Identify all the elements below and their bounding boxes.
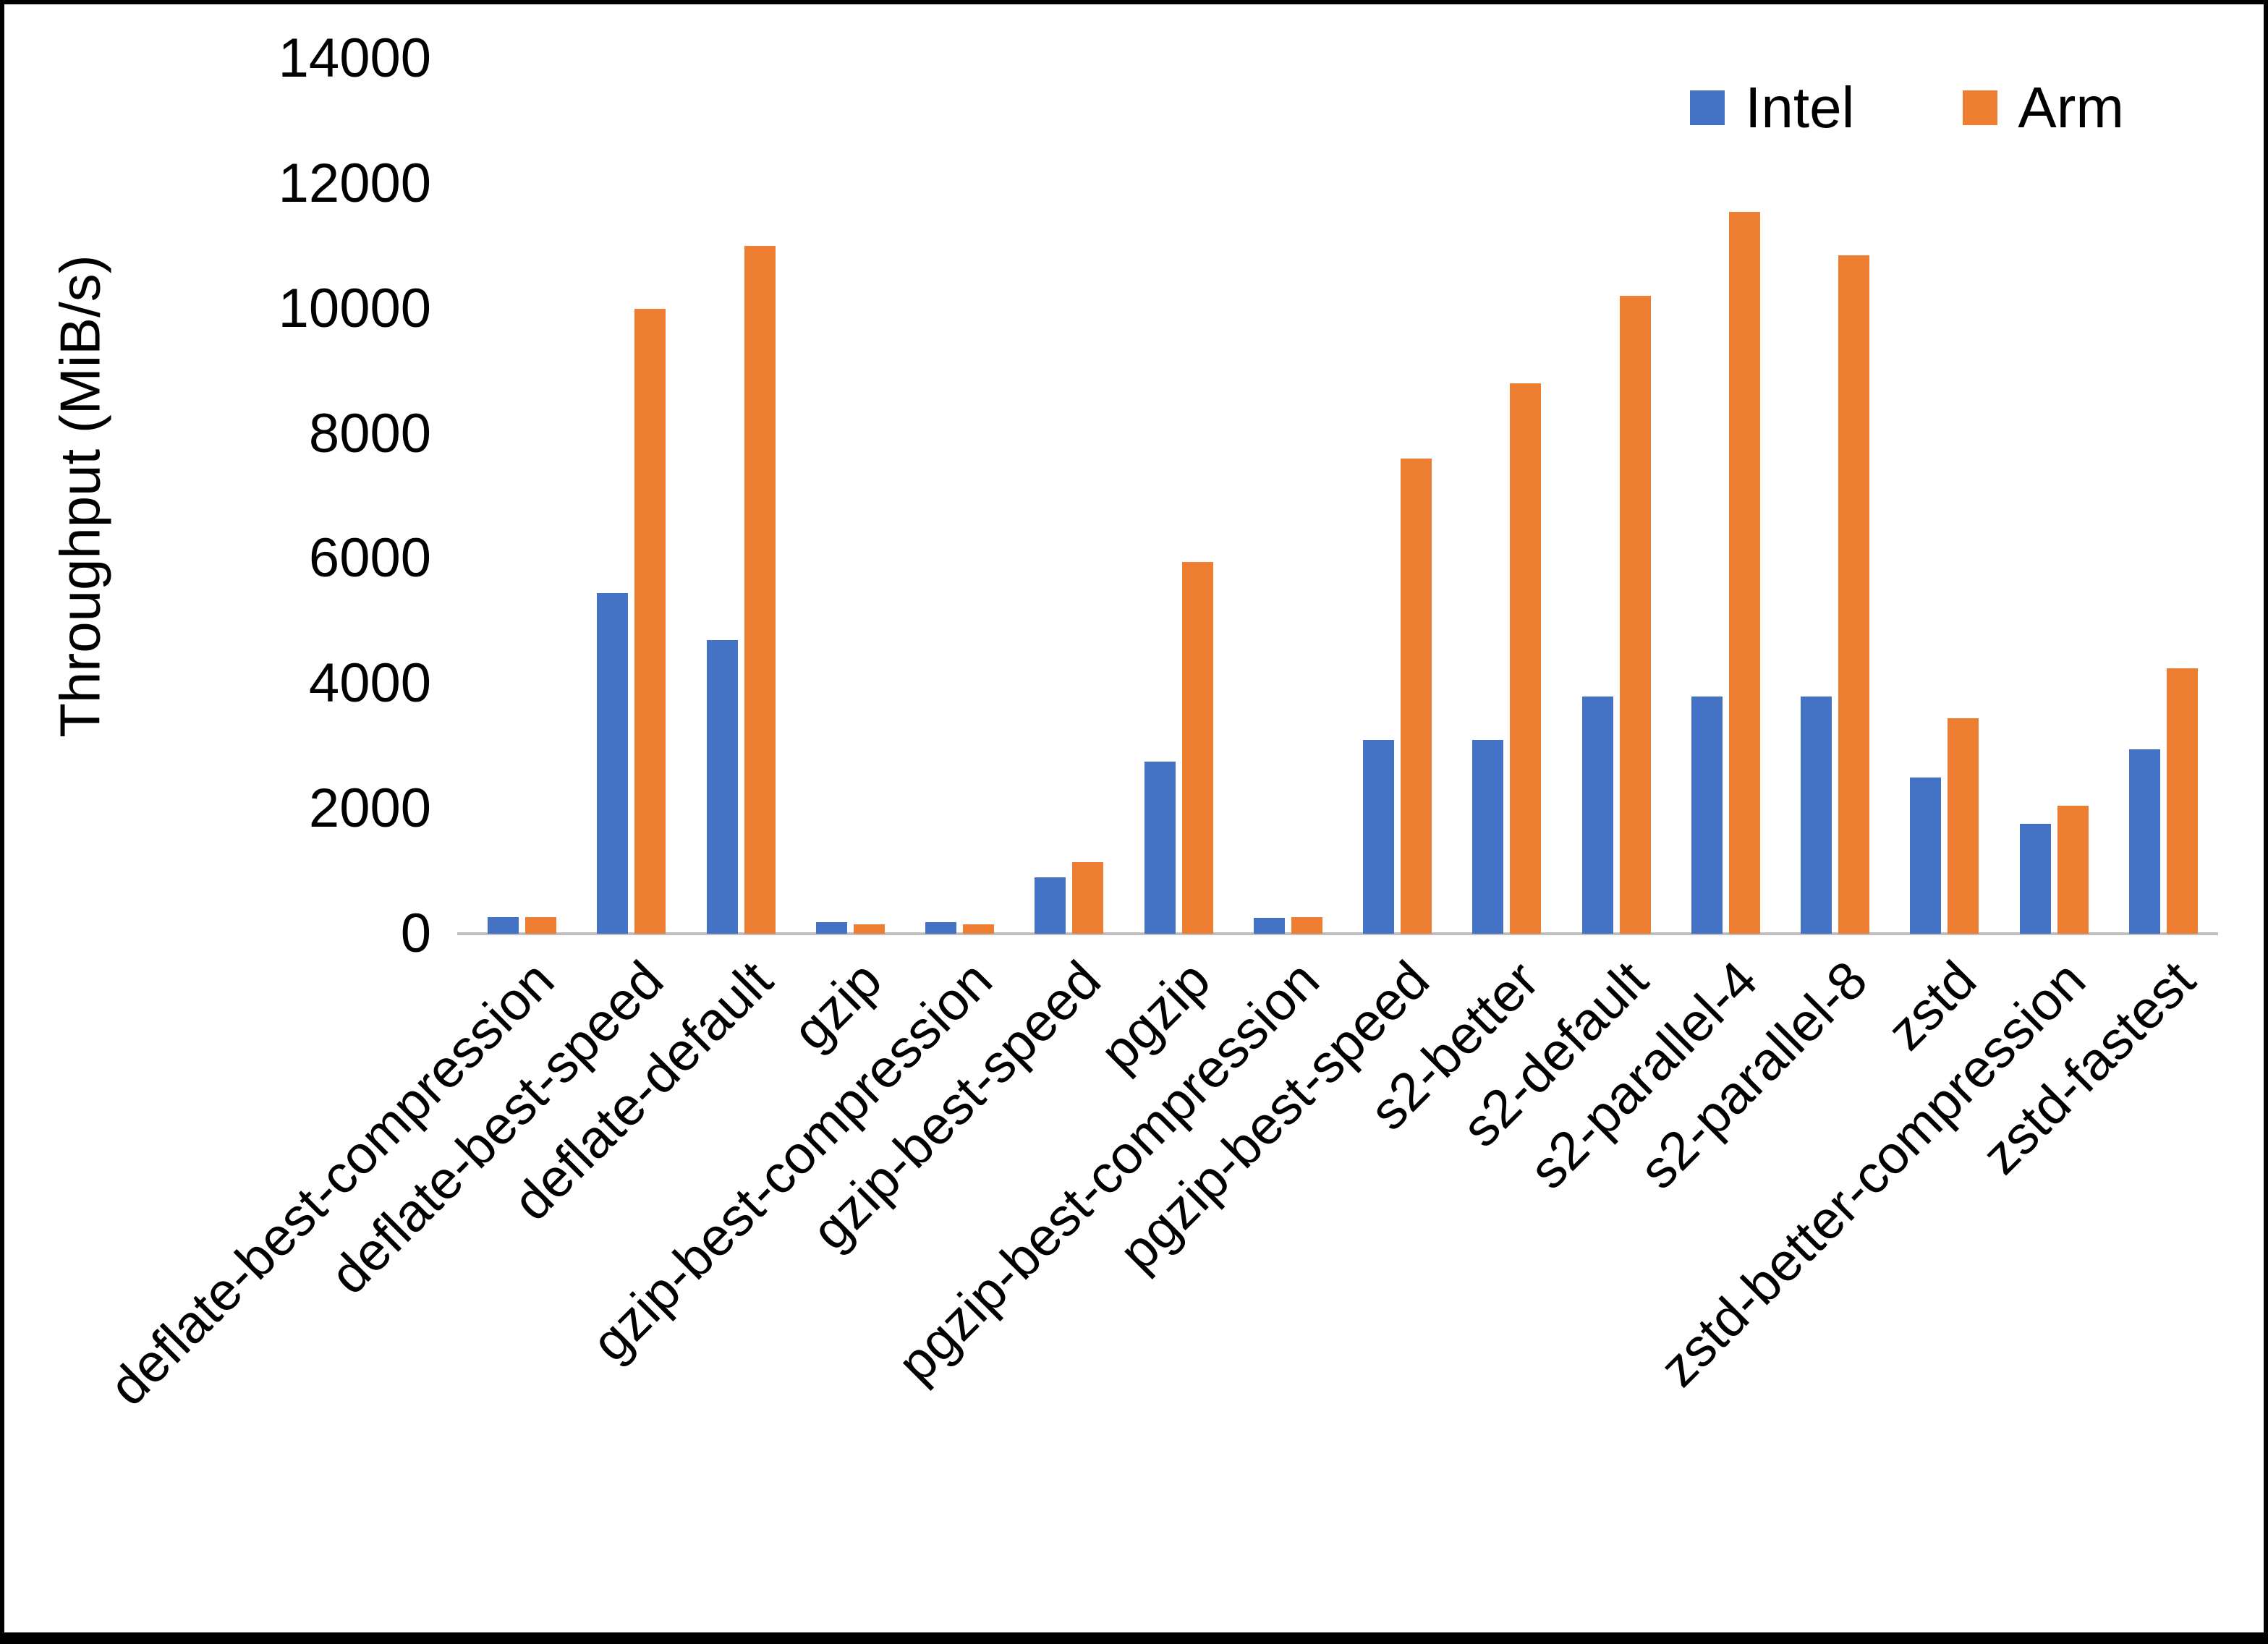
bar-intel-gzip-best-speed	[1035, 877, 1066, 934]
bar-arm-zstd-better-compression	[2057, 806, 2089, 934]
bar-intel-pgzip-best-speed	[1363, 740, 1394, 934]
bar-intel-s2-parallel-4	[1691, 697, 1723, 934]
bar-group-zstd	[1910, 718, 1979, 934]
bar-intel-pgzip	[1144, 762, 1176, 934]
y-tick-label: 6000	[308, 527, 431, 589]
bar-group-s2-parallel-4	[1691, 212, 1760, 934]
legend-item-arm: Arm	[1963, 74, 2124, 141]
legend-label-arm: Arm	[2018, 75, 2124, 140]
bar-arm-gzip	[854, 924, 885, 934]
bar-arm-deflate-best-compression	[525, 917, 556, 934]
bar-arm-s2-parallel-4	[1729, 212, 1760, 934]
x-axis-labels: deflate-best-compression deflate-best-spe…	[98, 939, 2218, 1611]
y-tick-label: 14000	[278, 27, 431, 89]
bar-intel-deflate-best-compression	[488, 917, 519, 934]
bar-group-zstd-fastest	[2129, 668, 2198, 934]
y-tick-label: 10000	[278, 278, 431, 339]
bar-intel-zstd-fastest	[2129, 749, 2160, 934]
x-axis-label: deflate-best-compression	[98, 949, 566, 1417]
bar-group-s2-default	[1582, 296, 1651, 934]
intel-series-swatch-icon	[1690, 90, 1725, 125]
bar-arm-pgzip-best-compression	[1291, 917, 1322, 934]
x-axis-line	[457, 932, 2218, 935]
legend-label-intel: Intel	[1745, 75, 1855, 140]
bar-group-pgzip-best-compression	[1254, 917, 1322, 934]
y-tick-label: 8000	[308, 403, 431, 464]
y-tick-label: 0	[400, 903, 431, 964]
bar-group-pgzip	[1144, 562, 1213, 934]
bar-arm-gzip-best-speed	[1072, 862, 1103, 934]
bar-chart: Throughput (MiB/s) 0 2000 4000 6000 8000 1000…	[4, 4, 2264, 1632]
bar-group-gzip-best-compression	[925, 922, 994, 934]
bar-intel-s2-default	[1582, 697, 1613, 934]
y-tick-label: 2000	[308, 778, 431, 839]
bar-arm-gzip-best-compression	[963, 924, 994, 934]
bar-arm-s2-parallel-8	[1838, 255, 1869, 934]
plot-area: Intel Arm	[457, 59, 2218, 935]
bar-group-zstd-better-compression	[2020, 806, 2089, 934]
y-axis-title: Throughput (MiB/s)	[48, 255, 112, 738]
bar-intel-gzip	[816, 922, 847, 934]
bar-intel-zstd-better-compression	[2020, 824, 2051, 934]
bar-group-s2-parallel-8	[1801, 255, 1869, 934]
bar-group-gzip-best-speed	[1035, 862, 1103, 934]
bar-group-deflate-default	[707, 246, 776, 934]
bar-group-pgzip-best-speed	[1363, 459, 1432, 934]
bar-arm-s2-better	[1510, 383, 1541, 934]
legend: Intel Arm	[1690, 74, 2124, 141]
arm-series-swatch-icon	[1963, 90, 1998, 125]
y-tick-label: 4000	[308, 652, 431, 714]
bar-intel-deflate-best-speed	[597, 593, 628, 934]
bar-arm-deflate-best-speed	[634, 309, 666, 934]
y-axis-tick-labels: 0 2000 4000 6000 8000 10000 12000 14000	[185, 30, 431, 963]
bar-intel-s2-better	[1472, 740, 1503, 934]
bar-arm-pgzip-best-speed	[1401, 459, 1432, 934]
bar-group-deflate-best-compression	[488, 917, 556, 934]
bar-intel-pgzip-best-compression	[1254, 918, 1285, 934]
bar-intel-s2-parallel-8	[1801, 697, 1832, 934]
bar-arm-zstd-fastest	[2167, 668, 2198, 934]
bar-arm-deflate-default	[744, 246, 776, 934]
bar-arm-pgzip	[1182, 562, 1213, 934]
bar-intel-deflate-default	[707, 640, 738, 934]
bar-group-deflate-best-speed	[597, 309, 666, 934]
legend-item-intel: Intel	[1690, 74, 1854, 141]
y-tick-label: 12000	[278, 153, 431, 214]
bar-group-gzip	[816, 922, 885, 934]
bar-arm-zstd	[1948, 718, 1979, 934]
bar-group-s2-better	[1472, 383, 1541, 934]
bar-arm-s2-default	[1620, 296, 1651, 934]
bar-intel-zstd	[1910, 778, 1941, 934]
bar-intel-gzip-best-compression	[925, 922, 956, 934]
